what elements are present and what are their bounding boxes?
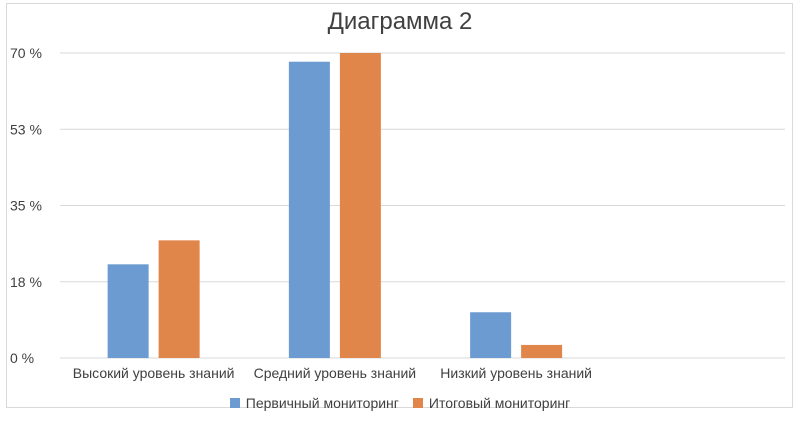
- legend-item: Первичный мониторинг: [229, 395, 399, 411]
- legend-label: Итоговый мониторинг: [428, 395, 571, 411]
- bar: [158, 240, 200, 358]
- bar: [288, 61, 330, 358]
- y-tick-label: 0 %: [10, 350, 34, 366]
- bar: [521, 344, 563, 358]
- bar: [339, 53, 381, 358]
- category-label: Низкий уровень знаний: [440, 365, 592, 381]
- legend-label: Первичный мониторинг: [245, 395, 399, 411]
- bar: [470, 312, 512, 358]
- legend-item: Итоговый мониторинг: [412, 395, 571, 411]
- y-tick-label: 35 %: [10, 198, 42, 214]
- chart-title: Диаграмма 2: [327, 8, 473, 35]
- bar: [107, 264, 149, 358]
- y-tick-label: 53 %: [10, 121, 42, 137]
- y-tick-label: 18 %: [10, 274, 42, 290]
- legend-swatch: [412, 398, 423, 408]
- category-label: Средний уровень знаний: [254, 365, 417, 381]
- y-tick-label: 70 %: [10, 45, 42, 61]
- legend-swatch: [229, 398, 240, 408]
- chart-legend: Первичный мониторинг Итоговый мониторинг: [0, 391, 800, 415]
- category-label: Высокий уровень знаний: [73, 365, 235, 381]
